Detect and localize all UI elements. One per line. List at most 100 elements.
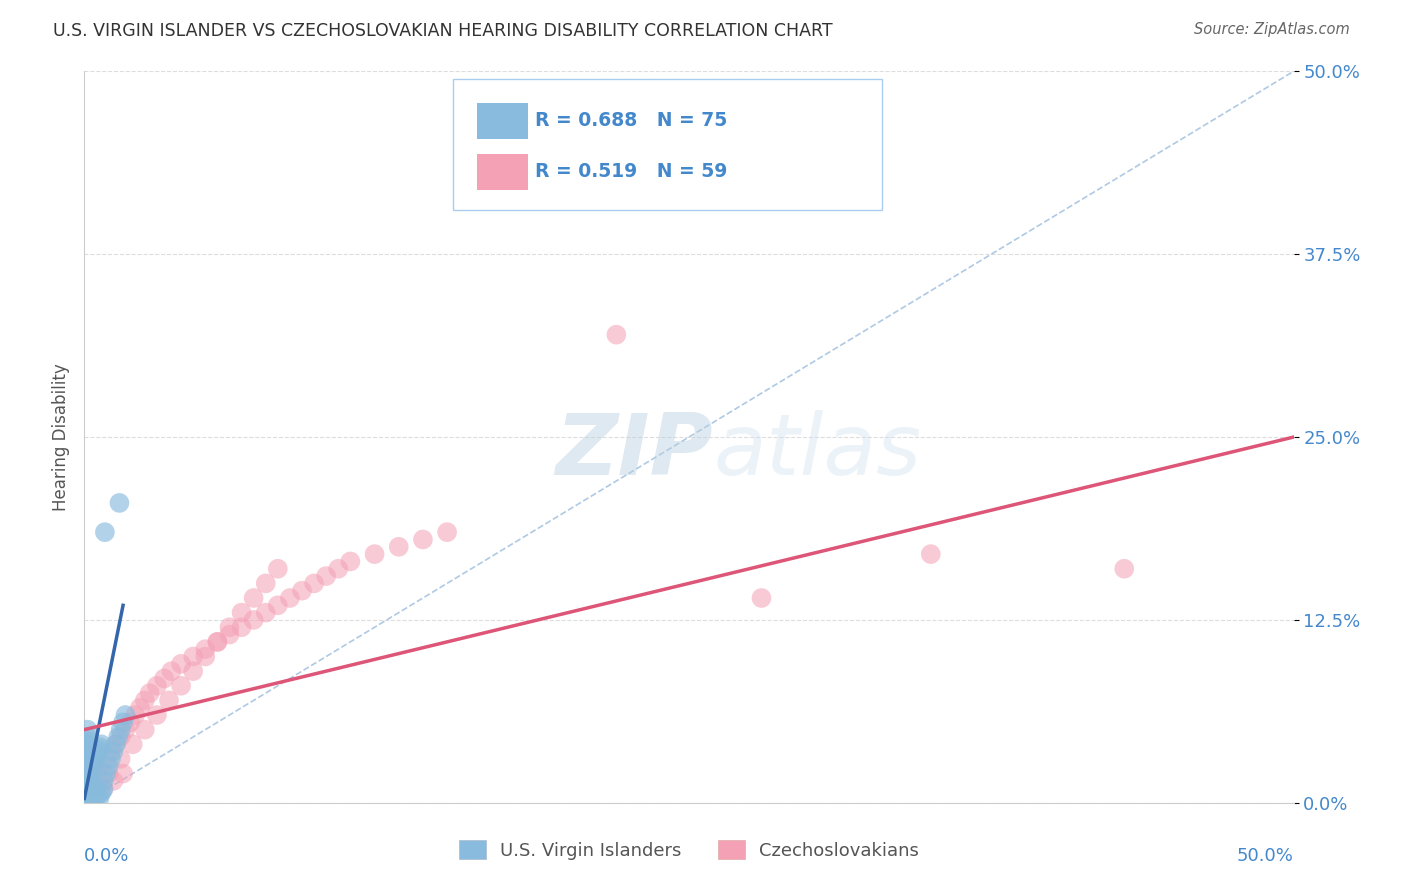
Point [75, 755, 97, 769]
Point [76, 734, 98, 748]
Point [77, 759, 100, 773]
Point [87, 743, 110, 757]
Point [108, 496, 131, 510]
Point [93, 773, 115, 788]
Point [100, 745, 122, 759]
Point [146, 708, 169, 723]
Point [107, 730, 129, 744]
Point [77, 784, 100, 798]
Point [110, 730, 132, 744]
Point [218, 620, 240, 634]
Point [77, 769, 100, 783]
Point [103, 745, 125, 759]
Point [83, 755, 105, 769]
Point [79, 772, 101, 787]
Point [76, 762, 98, 776]
Point [110, 723, 132, 737]
Point [86, 781, 108, 796]
Point [76, 740, 98, 755]
Point [254, 606, 277, 620]
Point [103, 773, 125, 788]
Point [114, 723, 136, 737]
Point [146, 679, 169, 693]
Point [254, 576, 277, 591]
Point [181, 664, 204, 678]
FancyBboxPatch shape [478, 103, 529, 138]
Point [134, 693, 156, 707]
Point [114, 708, 136, 723]
Point [363, 547, 385, 561]
Point [90, 759, 112, 773]
Point [605, 327, 627, 342]
Point [267, 562, 290, 576]
Point [242, 591, 264, 605]
Point [75, 766, 97, 780]
Y-axis label: Hearing Disability: Hearing Disability [52, 363, 70, 511]
Point [218, 627, 240, 641]
Point [75, 789, 97, 803]
Point [79, 764, 101, 778]
Text: R = 0.519   N = 59: R = 0.519 N = 59 [536, 162, 728, 181]
Point [121, 737, 143, 751]
Point [120, 715, 142, 730]
Point [86, 749, 108, 764]
Point [170, 679, 193, 693]
Point [77, 789, 100, 803]
Point [75, 759, 97, 773]
Point [436, 525, 458, 540]
Point [76, 730, 98, 744]
Point [112, 766, 135, 780]
Point [76, 789, 98, 804]
Point [86, 746, 108, 760]
Point [93, 781, 115, 796]
Point [231, 606, 253, 620]
Point [76, 737, 98, 751]
Point [77, 787, 100, 801]
Point [79, 775, 101, 789]
Point [76, 789, 98, 804]
Point [124, 708, 146, 723]
Point [75, 789, 97, 803]
Point [82, 757, 104, 772]
Point [94, 752, 117, 766]
Point [79, 780, 101, 794]
Point [242, 613, 264, 627]
Point [388, 540, 411, 554]
Point [138, 686, 160, 700]
Point [83, 787, 105, 801]
Point [77, 781, 100, 796]
Point [76, 782, 98, 797]
Text: 0.0%: 0.0% [84, 847, 129, 864]
FancyBboxPatch shape [453, 78, 883, 211]
Point [97, 759, 120, 773]
Point [920, 547, 942, 561]
Point [94, 766, 117, 780]
Point [79, 755, 101, 769]
Point [89, 740, 111, 755]
Point [77, 789, 100, 804]
Point [328, 562, 350, 576]
Point [267, 599, 290, 613]
Point [75, 778, 97, 792]
Point [76, 723, 98, 737]
Point [112, 715, 135, 730]
Point [86, 766, 108, 780]
Point [291, 583, 314, 598]
Point [157, 693, 180, 707]
Point [194, 649, 217, 664]
Point [80, 775, 103, 789]
Point [302, 576, 325, 591]
Point [181, 649, 204, 664]
Text: 50.0%: 50.0% [1237, 847, 1294, 864]
Point [76, 773, 98, 788]
Point [76, 772, 98, 787]
Point [134, 723, 156, 737]
Point [207, 635, 229, 649]
Point [153, 672, 176, 686]
Point [97, 766, 120, 780]
Point [91, 782, 114, 797]
Point [278, 591, 301, 605]
Point [75, 745, 97, 759]
Point [77, 778, 100, 792]
Point [1114, 562, 1136, 576]
